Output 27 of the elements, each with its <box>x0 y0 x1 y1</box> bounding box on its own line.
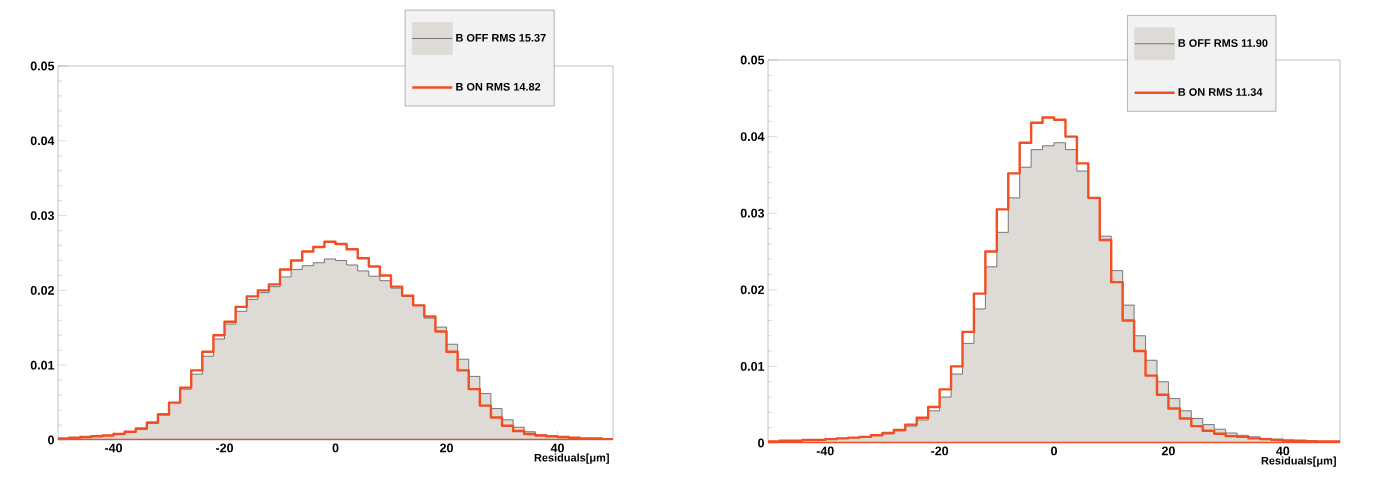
x-tick-label: 40 <box>550 443 564 453</box>
y-tick-label: 0.01 <box>30 360 55 370</box>
x-tick-label: 0 <box>1051 446 1057 456</box>
y-tick-label: 0.03 <box>30 211 55 221</box>
y-tick-label: 0.01 <box>740 361 765 371</box>
x-axis-title: Residuals[μm] <box>534 453 609 464</box>
x-tick-label: 20 <box>1161 446 1175 456</box>
x-axis-title: Residuals[μm] <box>1261 456 1336 467</box>
y-tick-label: 0.02 <box>740 285 764 295</box>
y-tick-label: 0.04 <box>30 136 55 146</box>
x-tick-label: 40 <box>1276 446 1290 456</box>
x-tick-label: -40 <box>816 446 834 456</box>
x-tick-label: -20 <box>931 446 949 456</box>
x-tick-label: -20 <box>216 443 234 453</box>
x-tick-label: 0 <box>332 443 339 453</box>
y-tick-label: 0 <box>48 435 54 445</box>
y-tick-label: 0.04 <box>740 132 765 141</box>
legend-label: B ON RMS 14.82 <box>456 82 541 91</box>
y-tick-label: 0.02 <box>30 285 54 295</box>
x-tick-label: 20 <box>440 443 453 453</box>
legend-label: B OFF RMS 15.37 <box>456 33 546 42</box>
legend-label: B ON RMS 11.34 <box>1178 88 1263 96</box>
y-tick-label: 0.03 <box>740 208 765 218</box>
y-tick-label: 0.05 <box>740 55 765 65</box>
x-tick-label: -40 <box>105 443 123 453</box>
legend-label: B OFF RMS 11.90 <box>1178 39 1268 47</box>
y-tick-label: 0.05 <box>30 61 55 71</box>
